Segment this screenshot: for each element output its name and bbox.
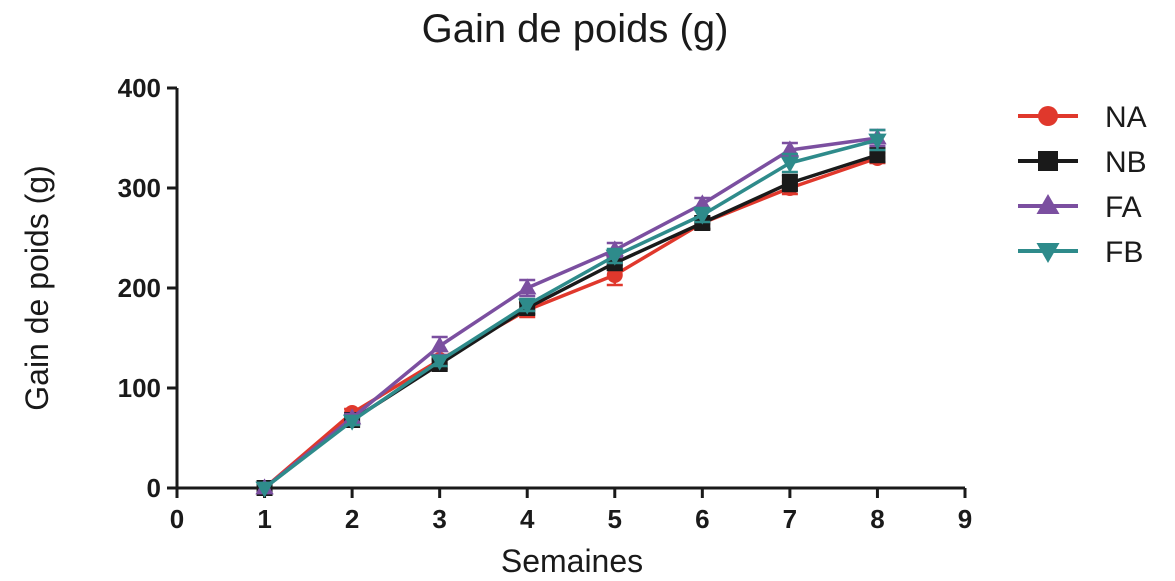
legend-label: NB: [1105, 146, 1147, 179]
chart-title: Gain de poids (g): [422, 7, 729, 51]
series-na: [256, 150, 886, 496]
data-point: [780, 140, 800, 157]
data-point: [430, 354, 449, 371]
legend-item-fa: FA: [1018, 191, 1142, 224]
x-tick-label: 7: [783, 504, 797, 534]
data-point: [780, 156, 800, 173]
x-tick-label: 9: [958, 504, 972, 534]
legend-label: FA: [1105, 191, 1142, 224]
x-tick-label: 4: [520, 504, 535, 534]
x-tick-label: 0: [170, 504, 184, 534]
legend: NA NB FA FB: [1018, 101, 1147, 269]
data-point: [518, 298, 537, 315]
data-point: [781, 175, 798, 191]
legend-marker: [1038, 151, 1058, 171]
data-point: [430, 336, 449, 353]
legend-item-na: NA: [1018, 101, 1147, 134]
x-axis-label: Semaines: [501, 543, 643, 579]
x-tick-label: 8: [870, 504, 884, 534]
legend-item-nb: NB: [1018, 146, 1147, 179]
x-tick-label: 2: [345, 504, 359, 534]
y-tick-label: 300: [118, 173, 161, 203]
y-tick-label: 400: [118, 73, 161, 103]
series-nb: [256, 146, 886, 496]
x-tick-label: 3: [432, 504, 446, 534]
data-point: [868, 133, 887, 150]
y-axis-label: Gain de poids (g): [19, 165, 55, 410]
series-line: [263, 156, 879, 490]
series-line: [263, 153, 878, 490]
legend-marker: [1036, 194, 1060, 214]
data-point: [605, 249, 624, 266]
series-line: [263, 136, 878, 490]
x-tick-label: 5: [608, 504, 622, 534]
y-tick-label: 100: [118, 373, 161, 403]
data-point: [255, 481, 274, 498]
legend-item-fb: FB: [1018, 236, 1143, 269]
y-tick-label: 200: [118, 273, 161, 303]
data-point: [693, 194, 712, 211]
series-fb: [255, 128, 887, 498]
legend-label: NA: [1105, 101, 1147, 134]
plot-area: [255, 128, 887, 498]
legend-marker: [1038, 106, 1058, 126]
data-point: [518, 278, 537, 295]
x-tick-label: 1: [257, 504, 271, 534]
data-point: [693, 208, 712, 225]
axes: 0 1 2 3 4 5 6 7 8 9 0 100 200 300 400: [118, 73, 973, 534]
data-point: [342, 414, 362, 431]
y-tick-label: 0: [147, 473, 161, 503]
series-line: [263, 138, 878, 490]
x-tick-label: 6: [695, 504, 709, 534]
legend-marker: [1036, 243, 1060, 263]
legend-label: FB: [1105, 236, 1143, 269]
